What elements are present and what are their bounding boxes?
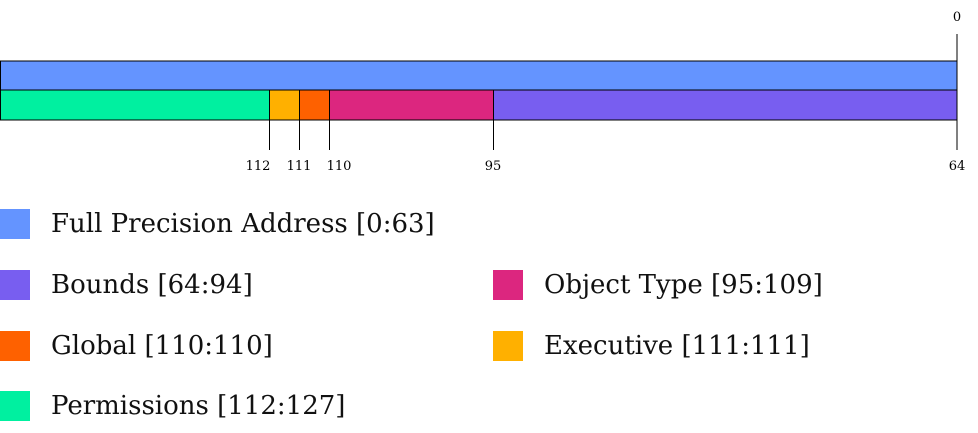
bounds-label: Bounds [64:94] xyxy=(51,270,253,300)
legend-executive: Executive [111:111] xyxy=(493,331,810,361)
global-swatch xyxy=(0,331,30,361)
executive-bar xyxy=(269,89,300,121)
permissions-label: Permissions [112:127] xyxy=(51,391,346,421)
full-precision-address-swatch xyxy=(0,209,30,239)
bit-64-label: 64 xyxy=(949,159,966,174)
bit-95-label: 95 xyxy=(485,159,502,174)
executive-label: Executive [111:111] xyxy=(544,331,810,361)
permissions-bar xyxy=(0,89,270,121)
full-precision-address-bar xyxy=(0,60,958,91)
global-label: Global [110:110] xyxy=(51,331,273,361)
legend-bounds: Bounds [64:94] xyxy=(0,270,253,300)
bit-0-label: 0 xyxy=(953,10,961,25)
bit-110-label: 110 xyxy=(327,159,352,174)
bit-111-label: 111 xyxy=(287,159,312,174)
full-precision-address-label: Full Precision Address [0:63] xyxy=(51,209,435,239)
bit-112-label: 112 xyxy=(246,159,271,174)
legend-permissions: Permissions [112:127] xyxy=(0,391,345,421)
executive-swatch xyxy=(493,331,523,361)
bounds-bar xyxy=(493,89,958,121)
permissions-swatch xyxy=(0,391,30,421)
bounds-swatch xyxy=(0,270,30,300)
legend-full-precision-address: Full Precision Address [0:63] xyxy=(0,209,435,239)
legend-global: Global [110:110] xyxy=(0,331,273,361)
object-type-bar xyxy=(329,89,494,121)
global-bar xyxy=(299,89,330,121)
object-type-swatch xyxy=(493,270,523,300)
legend-object-type: Object Type [95:109] xyxy=(493,270,823,300)
object-type-label: Object Type [95:109] xyxy=(544,270,823,300)
